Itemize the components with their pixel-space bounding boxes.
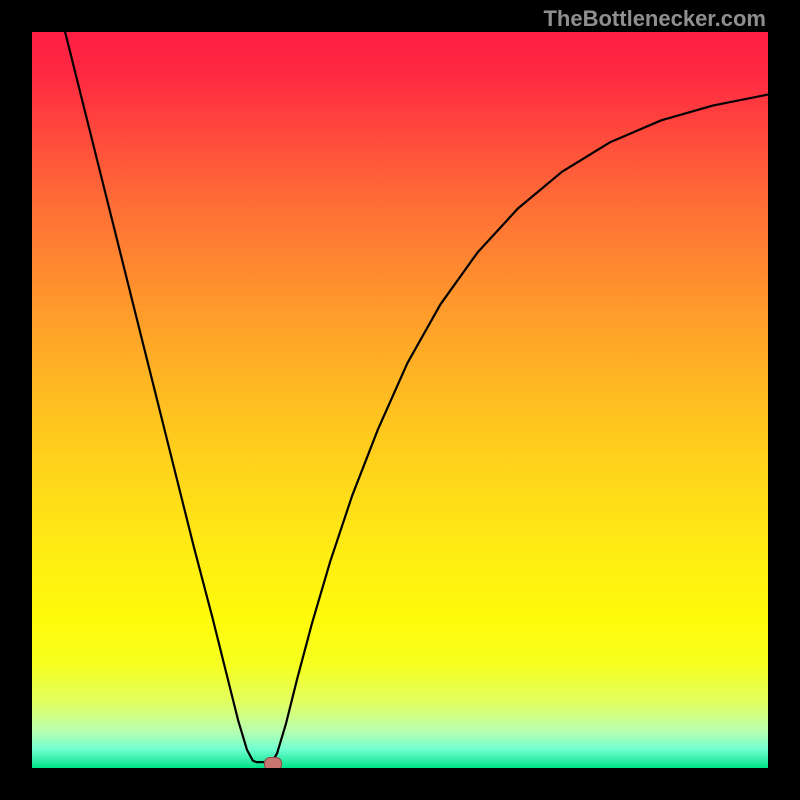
data-marker [264, 757, 282, 768]
watermark-label: TheBottlenecker.com [543, 6, 766, 32]
plot-area [32, 32, 768, 768]
bottleneck-curve [65, 32, 768, 762]
chart-root: TheBottlenecker.com [0, 0, 800, 800]
curve-svg [32, 32, 768, 768]
